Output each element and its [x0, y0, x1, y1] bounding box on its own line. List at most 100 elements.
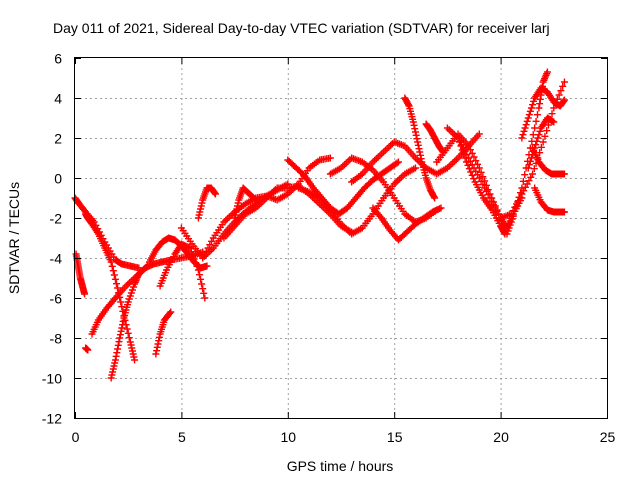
data-point — [189, 251, 197, 259]
data-point — [463, 158, 471, 166]
y-tick-label: 2 — [54, 131, 62, 147]
data-point — [457, 142, 465, 150]
data-point — [81, 290, 89, 298]
data-point — [411, 128, 419, 136]
data-point — [529, 170, 537, 178]
data-point — [535, 131, 543, 139]
data-point — [201, 294, 209, 302]
data-point — [412, 131, 420, 139]
data-point — [557, 87, 565, 95]
data-point — [107, 258, 115, 266]
data-point — [111, 275, 119, 283]
data-point — [548, 110, 556, 118]
data-point — [187, 248, 195, 256]
data-point — [166, 309, 174, 317]
data-point — [519, 131, 527, 139]
data-point — [555, 91, 563, 99]
grid-lines — [75, 58, 607, 418]
y-tick-label: -4 — [50, 251, 63, 267]
data-point — [520, 127, 528, 135]
data-point — [458, 146, 466, 154]
data-point — [536, 100, 544, 108]
data-point — [155, 337, 163, 345]
data-point — [194, 266, 202, 274]
data-point — [525, 161, 533, 169]
data-point — [413, 135, 421, 143]
data-point — [560, 78, 568, 86]
data-point — [142, 263, 150, 271]
data-point — [455, 138, 463, 146]
data-point — [119, 317, 127, 325]
data-point — [414, 138, 422, 146]
data-point — [560, 97, 568, 105]
x-tick-label: 10 — [281, 429, 297, 445]
y-tick-label: -2 — [50, 211, 63, 227]
data-point — [108, 262, 116, 270]
data-point — [532, 141, 540, 149]
data-point — [524, 164, 532, 172]
data-point — [123, 325, 131, 333]
data-point — [437, 204, 445, 212]
data-point — [470, 175, 478, 183]
data-point — [193, 262, 201, 270]
data-point — [190, 255, 198, 263]
data-point — [527, 104, 535, 112]
data-point — [198, 280, 206, 288]
series-arc-22 — [433, 78, 568, 222]
data-point — [203, 262, 211, 270]
data-point — [529, 101, 537, 109]
data-point — [153, 343, 161, 351]
data-point — [110, 271, 118, 279]
data-point — [112, 280, 120, 288]
data-point — [518, 134, 526, 142]
series-arc-14 — [231, 184, 260, 222]
data-point — [543, 68, 551, 76]
data-point — [526, 157, 534, 165]
data-point — [522, 121, 530, 129]
data-point — [468, 171, 476, 179]
data-point — [536, 127, 544, 135]
data-point — [414, 141, 422, 149]
x-tick-label: 15 — [387, 429, 403, 445]
data-point — [534, 134, 542, 142]
y-tick-label: 0 — [54, 171, 62, 187]
series-arc-3 — [82, 210, 139, 364]
data-point — [537, 143, 545, 151]
data-point — [530, 147, 538, 155]
data-point — [465, 165, 473, 173]
data-point — [454, 134, 462, 142]
data-point — [560, 96, 568, 104]
data-point — [114, 284, 122, 292]
data-point — [559, 82, 567, 90]
data-point — [550, 104, 558, 112]
data-point — [416, 151, 424, 159]
data-point — [109, 267, 117, 275]
data-point — [131, 356, 139, 364]
series-arc-26 — [518, 84, 568, 142]
data-point — [515, 193, 523, 201]
y-tick-label: -8 — [50, 331, 63, 347]
data-point — [84, 346, 92, 354]
data-point — [524, 114, 532, 122]
data-point — [111, 356, 119, 364]
data-point — [541, 132, 549, 140]
data-point — [409, 118, 417, 126]
data-point — [116, 334, 124, 342]
data-point — [531, 124, 539, 132]
data-point — [526, 107, 534, 115]
series-arc-7 — [152, 308, 175, 358]
x-tick-label: 25 — [600, 429, 616, 445]
series-arc-12 — [199, 154, 334, 262]
series-arc-4 — [82, 344, 92, 354]
series-arc-20 — [401, 94, 439, 202]
data-points — [71, 68, 568, 382]
data-point — [430, 193, 438, 201]
data-point — [211, 190, 219, 198]
data-point — [155, 333, 163, 341]
data-point — [470, 153, 478, 161]
data-point — [536, 95, 544, 103]
data-point — [153, 347, 161, 355]
series-arc-2 — [72, 250, 89, 298]
x-tick-label: 0 — [72, 429, 80, 445]
